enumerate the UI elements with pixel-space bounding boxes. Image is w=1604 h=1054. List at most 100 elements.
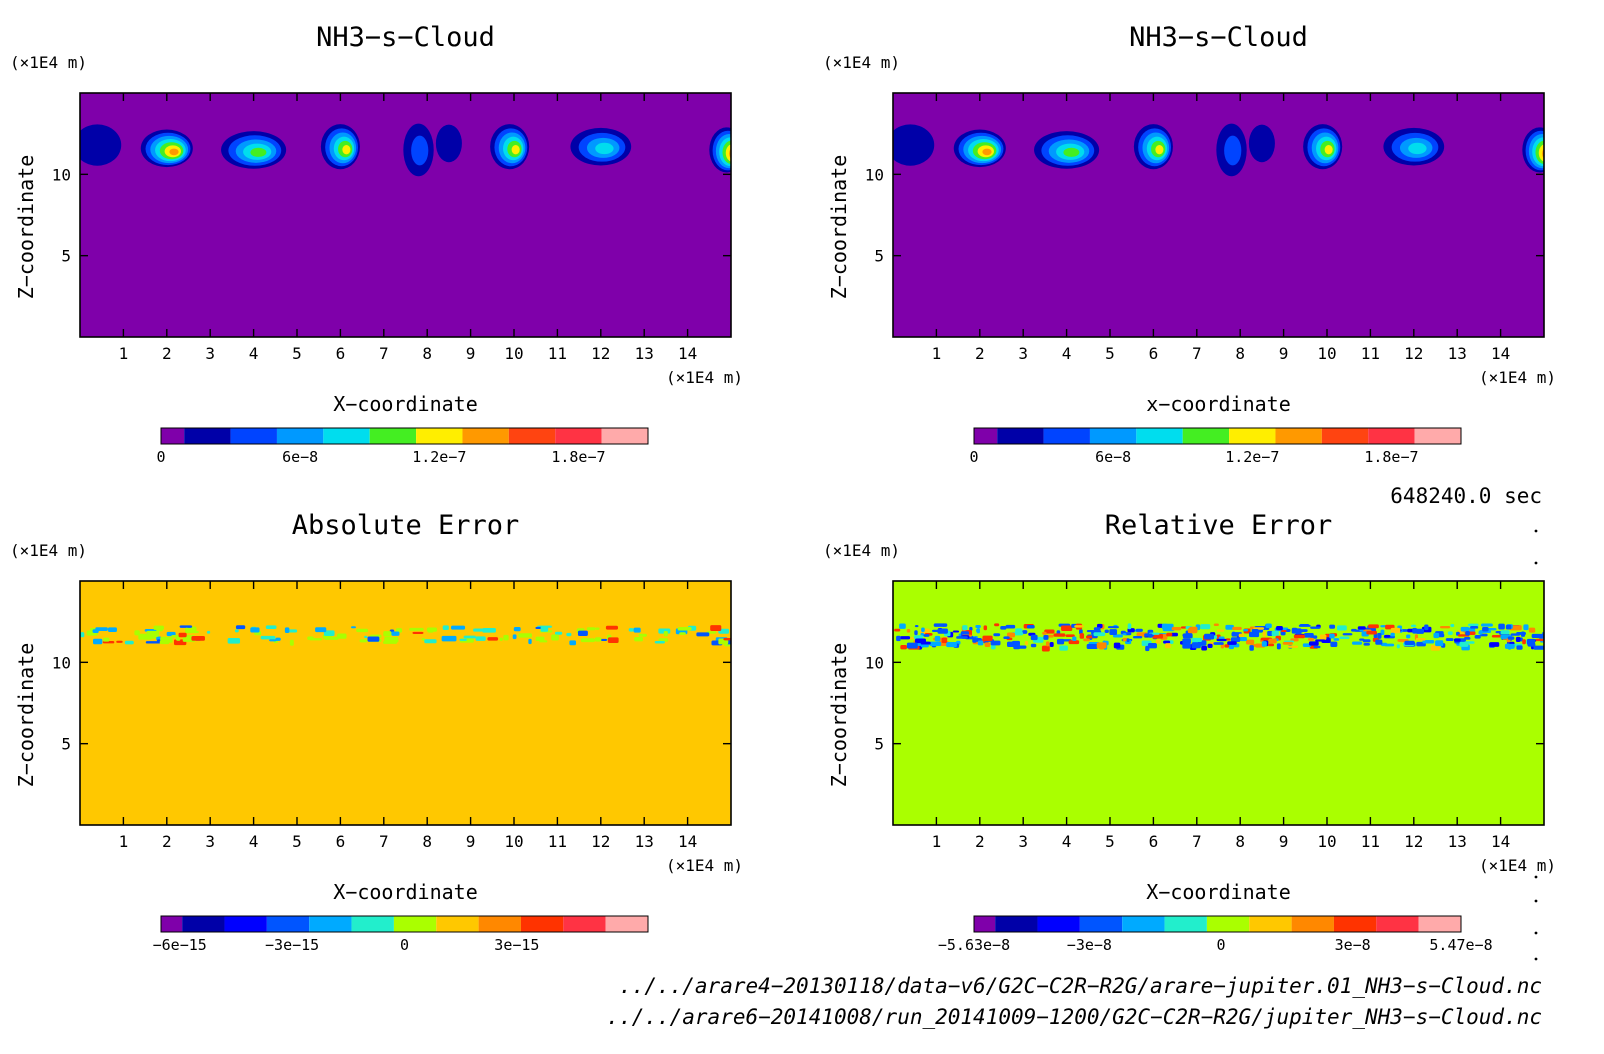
error-cell	[956, 636, 968, 639]
cloud-cell-level-1	[80, 124, 122, 166]
dot-marker	[1534, 529, 1538, 533]
error-cell	[1450, 624, 1455, 627]
error-cell	[1127, 623, 1132, 630]
colorbar-swatch	[1321, 428, 1369, 444]
error-cell	[1315, 639, 1326, 642]
error-cell	[1329, 624, 1336, 629]
error-cell	[1293, 634, 1305, 639]
error-cell	[1182, 638, 1191, 644]
colorbar-tick-label: 1.8e−7	[551, 448, 605, 466]
cloud-cell-level-6	[511, 145, 520, 155]
error-cell	[1049, 642, 1054, 647]
error-cell	[535, 636, 545, 642]
error-cell	[475, 636, 486, 641]
error-cell	[899, 623, 906, 629]
colorbar-frame	[160, 427, 649, 445]
x-tick-label: 4	[1062, 832, 1072, 851]
error-cell	[323, 630, 335, 637]
error-cell	[391, 631, 400, 636]
error-cell	[1074, 625, 1084, 628]
dot-marker	[1534, 957, 1538, 961]
error-cell	[595, 627, 600, 630]
field-layer	[80, 123, 737, 177]
colorbar-tick-label: 1.2e−7	[412, 448, 466, 466]
error-cell	[171, 634, 177, 638]
error-cell	[275, 637, 281, 641]
field-layer	[894, 623, 1544, 652]
error-cell	[566, 632, 572, 637]
x-tick-label: 11	[1361, 832, 1380, 851]
x-tick-label: 4	[249, 344, 259, 363]
error-cell	[1368, 624, 1379, 629]
error-cell	[1363, 643, 1370, 646]
error-cell	[1166, 632, 1173, 637]
error-cell	[269, 639, 277, 642]
colorbar-swatch	[182, 916, 225, 932]
error-cell	[1464, 641, 1475, 644]
error-cell	[679, 632, 686, 635]
error-cell	[1079, 629, 1083, 635]
error-cell	[1015, 628, 1023, 634]
error-cell	[1404, 640, 1415, 645]
x-tick-label: 9	[466, 832, 476, 851]
error-cell	[1313, 645, 1321, 649]
footer-file-1: ../../arare4−20130118/data−v6/G2C−C2R−R2…	[619, 974, 1542, 998]
x-tick-label: 12	[591, 832, 610, 851]
error-cell	[1216, 629, 1225, 632]
colorbar-tick-label: 1.2e−7	[1225, 448, 1279, 466]
error-cell	[1097, 623, 1103, 629]
x-tick-label: 3	[1018, 344, 1028, 363]
error-cell	[1072, 636, 1077, 641]
error-cell	[654, 641, 665, 644]
colorbar-tick-label: 1.8e−7	[1364, 448, 1418, 466]
colorbar-swatch	[478, 916, 521, 932]
error-cell	[1531, 633, 1544, 639]
panel-title: Relative Error	[1105, 510, 1333, 541]
error-cell	[1267, 643, 1275, 647]
x-tick-label: 12	[591, 344, 610, 363]
error-cell	[289, 639, 294, 646]
error-cell	[1079, 633, 1085, 639]
cloud-cell-level-8	[1545, 151, 1550, 158]
error-cell	[337, 633, 347, 639]
error-cell	[962, 625, 968, 631]
error-cell	[1246, 639, 1255, 645]
error-cell	[1109, 629, 1118, 635]
error-cell	[1024, 641, 1029, 646]
x-tick-label: 2	[975, 344, 985, 363]
error-cell	[1026, 625, 1035, 629]
y-unit-label: (×1E4 m)	[10, 53, 87, 72]
error-cell	[982, 635, 993, 642]
x-tick-label: 11	[1361, 344, 1380, 363]
colorbar-swatch	[351, 916, 394, 932]
colorbar-swatch	[1136, 428, 1183, 444]
colorbar-swatch	[224, 916, 267, 932]
error-cell	[1396, 644, 1400, 649]
colorbar-swatch	[1291, 916, 1334, 932]
error-cell	[463, 635, 476, 639]
error-cell	[540, 626, 549, 632]
colorbar-swatch	[1414, 428, 1461, 444]
error-cell	[1152, 633, 1164, 639]
error-cell	[896, 635, 901, 642]
error-cell	[1170, 632, 1178, 637]
x-tick-label: 1	[119, 344, 129, 363]
cloud-cell-level-6	[342, 145, 351, 155]
error-cell	[473, 628, 483, 632]
error-cell	[1006, 632, 1016, 638]
colorbar-swatch	[416, 428, 463, 444]
error-cell	[442, 625, 449, 630]
colorbar-tick-label: −6e−15	[153, 936, 207, 954]
error-cell	[900, 636, 911, 640]
x-tick-label: 6	[1149, 832, 1159, 851]
cloud-cell-level-8	[732, 151, 737, 158]
error-cell	[518, 633, 532, 638]
error-cell	[359, 639, 368, 643]
error-cell	[1224, 644, 1230, 648]
colorbar-swatch	[1249, 916, 1292, 932]
error-cell	[1377, 632, 1382, 639]
error-cell	[1189, 626, 1198, 633]
error-cell	[923, 634, 930, 637]
error-cell	[933, 623, 945, 627]
error-cell	[1439, 625, 1451, 629]
